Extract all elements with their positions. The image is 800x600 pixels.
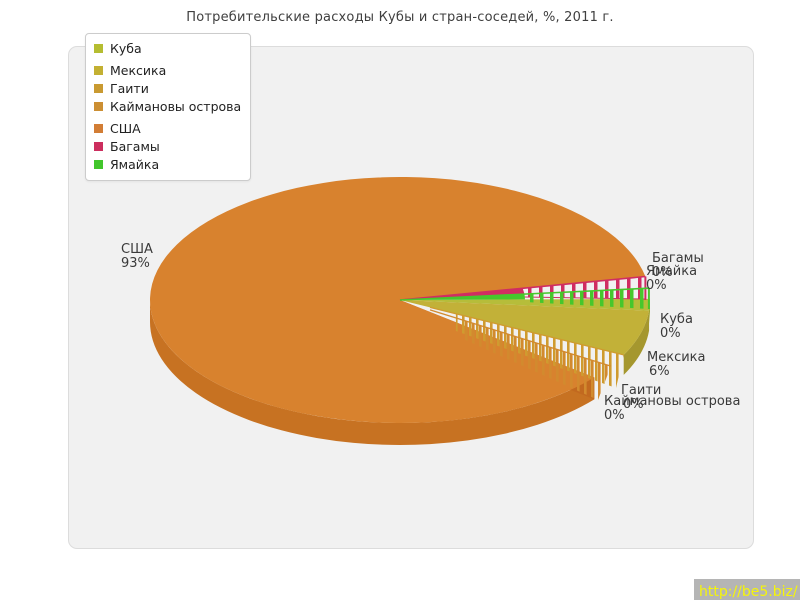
pie-label-value-6: 0% bbox=[646, 278, 667, 293]
pie-slice-jamaica-edge bbox=[399, 287, 649, 301]
pie-label-value-0: 0% bbox=[660, 326, 681, 341]
pie-label-name-4: США bbox=[121, 242, 153, 257]
legend-item-1: Мексика bbox=[94, 63, 242, 78]
legend-label-6: Ямайка bbox=[110, 157, 160, 172]
pie-label-name-3: Каймановы острова bbox=[604, 394, 741, 409]
legend-swatch-3 bbox=[94, 102, 103, 111]
legend-label-1: Мексика bbox=[110, 63, 167, 78]
pie-label-name-1: Мексика bbox=[647, 350, 706, 365]
pie-label-value-3: 0% bbox=[604, 408, 625, 423]
chart-title: Потребительские расходы Кубы и стран-сос… bbox=[186, 10, 614, 25]
pie-slice-usa-rim bbox=[150, 300, 595, 446]
legend-swatch-1 bbox=[94, 66, 103, 75]
pie-label-name-6: Ямайка bbox=[646, 264, 698, 279]
legend-swatch-5 bbox=[94, 142, 103, 151]
pie-label-name-0: Куба bbox=[660, 312, 693, 327]
legend-label-2: Гаити bbox=[110, 81, 149, 96]
legend-label-4: США bbox=[110, 121, 141, 136]
pie-label-value-1: 6% bbox=[649, 364, 670, 379]
legend-item-3: Каймановы острова bbox=[94, 99, 242, 114]
pie-slice-cayman-hatch bbox=[463, 319, 611, 400]
watermark: http://be5.biz/ bbox=[694, 579, 800, 600]
legend-label-3: Каймановы острова bbox=[110, 99, 242, 114]
pie-label-value-5: 0% bbox=[652, 265, 673, 280]
pie-label-value-4: 93% bbox=[121, 256, 150, 271]
legend-label-0: Куба bbox=[110, 41, 142, 56]
pie-slice-mexico-side bbox=[623, 310, 650, 375]
legend-item-4: США bbox=[94, 121, 242, 136]
pie-label-name-5: Багамы bbox=[652, 251, 704, 266]
pie-label-name-2: Гаити bbox=[621, 383, 662, 398]
legend-item-2: Гаити bbox=[94, 81, 242, 96]
legend-swatch-0 bbox=[94, 44, 103, 53]
pie-label-value-2: 0% bbox=[623, 397, 644, 412]
legend-label-5: Багамы bbox=[110, 139, 160, 154]
legend-swatch-2 bbox=[94, 84, 103, 93]
legend-item-6: Ямайка bbox=[94, 157, 242, 172]
pie-slice-mexico bbox=[400, 300, 650, 355]
legend: Куба Мексика Гаити Каймановы острова США Бага… bbox=[85, 33, 251, 181]
legend-swatch-4 bbox=[94, 124, 103, 133]
legend-item-5: Багамы bbox=[94, 139, 242, 154]
pie-slice-bahamas-edge bbox=[399, 275, 646, 301]
watermark-link[interactable]: http://be5.biz/ bbox=[699, 584, 798, 600]
legend-swatch-6 bbox=[94, 160, 103, 169]
legend-item-0: Куба bbox=[94, 41, 242, 56]
